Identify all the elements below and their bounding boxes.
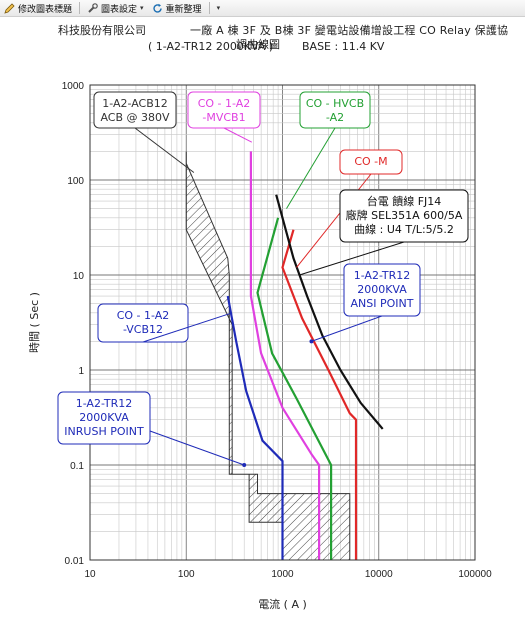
annotation-text: 1-A2-TR12 [76, 397, 133, 410]
edit-title-button[interactable]: 修改圖表標題 [0, 0, 76, 16]
toolbar-more-button[interactable]: ▾ [213, 0, 225, 16]
annotation-leader [286, 127, 336, 209]
annotation-leader [223, 127, 253, 143]
chart-settings-icon [88, 2, 98, 13]
chart-settings-button[interactable]: 圖表設定 ▾ [83, 0, 148, 16]
annotation-text: 台電 饋線 FJ14 [367, 194, 442, 208]
pencil-icon [4, 2, 15, 14]
annotation-text: CO - 1-A2 [117, 309, 170, 322]
annotation-6: CO - 1-A2-VCB12 [97, 303, 233, 343]
x-tick-label: 100000 [458, 569, 492, 580]
annotation-leader [134, 127, 195, 173]
annotation-text: CO - 1-A2 [198, 97, 251, 110]
annotation-leader [149, 430, 245, 466]
x-tick-label: 1000 [271, 569, 294, 580]
series-line-3 [281, 229, 358, 560]
edit-title-label: 修改圖表標題 [18, 4, 73, 15]
annotation-text: 廠牌 SEL351A 600/5A [346, 208, 463, 222]
annotation-text: -A2 [326, 111, 344, 124]
annotation-text: 曲線 : U4 T/L:5/5.2 [354, 222, 454, 236]
hatched-region-acb [185, 151, 351, 561]
plot-frame [89, 84, 476, 561]
toolbar-separator [208, 2, 210, 14]
annotation-text: -VCB12 [123, 323, 163, 336]
annotation-text: INRUSH POINT [64, 425, 144, 438]
y-tick-label: 10 [73, 271, 85, 282]
annotation-text: ACB @ 380V [100, 111, 170, 124]
y-tick-label: 0.1 [70, 461, 84, 472]
annotation-text: CO - HVCB [306, 97, 364, 110]
refresh-icon [152, 3, 162, 13]
chevron-down-icon: ▾ [216, 4, 221, 12]
x-tick-label: 100 [178, 569, 195, 580]
y-tick-label: 1000 [62, 81, 85, 92]
refresh-button[interactable]: 重新整理 [148, 0, 206, 16]
series-line-2 [256, 217, 333, 560]
annotation-text: 2000KVA [357, 283, 407, 296]
hatched-regions [185, 151, 351, 561]
company-name: 科技股份有限公司 [58, 24, 146, 37]
axis-labels: 電流 ( A ) 時間 ( Sec ) [28, 292, 307, 611]
series-line-1 [249, 151, 321, 560]
y-tick-label: 1 [78, 366, 84, 377]
series-line-0 [226, 295, 284, 560]
y-tick-label: 100 [67, 176, 84, 187]
y-tick-label: 0.01 [65, 556, 85, 567]
chart-title-tail: 調曲線圖 [236, 38, 280, 51]
toolbar-separator [79, 2, 81, 14]
series-group [226, 151, 384, 560]
toolbar: 修改圖表標題 圖表設定 ▾ 重新整理 ▾ [0, 0, 525, 17]
series-line-4 [275, 194, 384, 430]
annotation-leader [299, 241, 405, 276]
annotation-2: CO - HVCB-A2 [286, 91, 371, 209]
chevron-down-icon[interactable]: ▾ [140, 4, 144, 12]
annotation-leader [142, 312, 233, 343]
x-axis-label: 電流 ( A ) [258, 597, 307, 611]
x-tick-label: 10000 [365, 569, 393, 580]
chart-title: 一廠 A 棟 3F 及 B棟 3F 變電站設備增設工程 CO Relay 保護協 [190, 24, 509, 37]
annotation-text: 2000KVA [79, 411, 129, 424]
annotation-box [57, 391, 151, 445]
annotation-box [187, 91, 261, 129]
annotation-text: 1-A2-TR12 [354, 269, 411, 282]
x-tick-label: 10 [84, 569, 96, 580]
annotation-text: ANSI POINT [351, 297, 414, 310]
y-axis-label: 時間 ( Sec ) [28, 292, 41, 353]
annotation-1: CO - 1-A2-MVCB1 [187, 91, 261, 143]
base-voltage: BASE : 11.4 KV [302, 40, 385, 53]
refresh-label: 重新整理 [165, 4, 202, 15]
chart-settings-label: 圖表設定 [101, 4, 138, 15]
tick-labels: 10 100 1000 10000 100000 0.01 0.1 1 10 100 1000 [62, 81, 492, 580]
annotation-3: CO -M [296, 149, 403, 268]
annotation-text: 1-A2-ACB12 [102, 97, 168, 110]
chart-subtitle: ( 1-A2-TR12 2000KVA ) [148, 40, 274, 53]
annotation-text: -MVCB1 [202, 111, 245, 124]
annotation-leader [311, 315, 383, 342]
annotation-text: CO -M [354, 155, 387, 168]
